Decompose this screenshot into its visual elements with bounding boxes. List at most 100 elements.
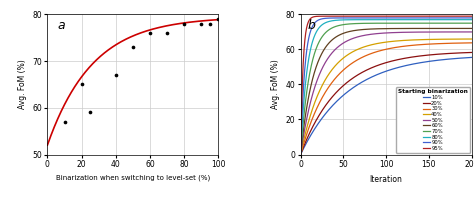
Line: 30%: 30% (301, 43, 472, 154)
70% (431, 22, 437, 25)
Point (198, 22, 205, 25)
X-axis label: Binarization when switching to level-set (%): Binarization when switching to level-set… (56, 175, 210, 181)
60% (434, 27, 440, 30)
Line: 20%: 20% (301, 53, 472, 154)
40% (469, 38, 474, 40)
20% (373, 65, 379, 67)
95% (367, 15, 373, 18)
20% (434, 53, 440, 55)
70% (315, 43, 321, 45)
80% (431, 19, 437, 21)
70% (367, 22, 373, 25)
80% (434, 19, 440, 21)
30% (373, 51, 379, 53)
40% (434, 38, 440, 41)
80% (315, 28, 321, 30)
90% (458, 17, 464, 19)
50% (415, 31, 421, 33)
90% (298, 153, 303, 156)
20% (367, 67, 373, 70)
40% (431, 38, 437, 41)
90% (431, 17, 437, 19)
90% (415, 17, 421, 19)
Point (61, 120, 68, 123)
Point (146, 32, 154, 35)
30% (434, 42, 440, 45)
40% (373, 43, 379, 45)
Point (164, 32, 171, 35)
Point (129, 46, 137, 49)
80% (415, 19, 421, 21)
95% (415, 15, 421, 17)
95% (315, 15, 321, 18)
60% (373, 28, 379, 30)
10% (431, 60, 437, 62)
80% (298, 153, 303, 156)
X-axis label: Iteration: Iteration (370, 175, 402, 184)
30% (431, 43, 437, 45)
40% (298, 153, 303, 156)
60% (367, 28, 373, 30)
70% (469, 22, 474, 25)
30% (367, 53, 373, 55)
50% (298, 153, 303, 156)
80% (367, 19, 373, 21)
10% (415, 62, 421, 64)
60% (431, 27, 437, 30)
10% (367, 77, 373, 79)
50% (367, 33, 373, 36)
Point (215, 18, 222, 21)
95% (431, 15, 437, 17)
Text: a: a (58, 19, 65, 32)
10% (434, 59, 440, 62)
95% (389, 15, 395, 17)
Text: b: b (308, 19, 315, 32)
70% (434, 22, 440, 25)
80% (469, 19, 474, 21)
30% (315, 104, 321, 107)
40% (415, 39, 421, 41)
Y-axis label: Avg. FoM (%): Avg. FoM (%) (271, 60, 280, 109)
20% (298, 153, 303, 156)
40% (367, 44, 373, 47)
10% (469, 56, 474, 59)
Y-axis label: Avg. FoM (%): Avg. FoM (%) (18, 60, 27, 109)
Point (78, 83, 85, 86)
30% (415, 44, 421, 46)
20% (469, 51, 474, 54)
Line: 90%: 90% (301, 18, 472, 154)
20% (415, 55, 421, 57)
90% (469, 17, 474, 19)
70% (373, 22, 379, 25)
60% (315, 61, 321, 63)
Point (86, 111, 94, 114)
30% (469, 42, 474, 44)
60% (469, 27, 474, 30)
30% (298, 153, 303, 156)
Point (112, 74, 119, 77)
10% (315, 123, 321, 125)
Line: 80%: 80% (301, 20, 472, 155)
95% (373, 15, 379, 18)
95% (469, 15, 474, 17)
60% (415, 27, 421, 30)
95% (434, 15, 440, 17)
Line: 40%: 40% (301, 39, 472, 154)
70% (415, 22, 421, 25)
Point (206, 22, 214, 25)
95% (298, 153, 303, 156)
50% (315, 77, 321, 79)
50% (431, 31, 437, 33)
Legend: 10%, 20%, 30%, 40%, 50%, 60%, 70%, 80%, 90%, 95%: 10%, 20%, 30%, 40%, 50%, 60%, 70%, 80%, … (396, 87, 470, 153)
Line: 60%: 60% (301, 28, 472, 154)
90% (373, 17, 379, 19)
90% (367, 17, 373, 19)
90% (315, 19, 321, 21)
10% (298, 153, 303, 156)
50% (469, 31, 474, 33)
40% (315, 93, 321, 96)
20% (431, 53, 437, 56)
60% (298, 153, 303, 156)
Line: 95%: 95% (301, 16, 472, 155)
Line: 10%: 10% (301, 57, 472, 154)
